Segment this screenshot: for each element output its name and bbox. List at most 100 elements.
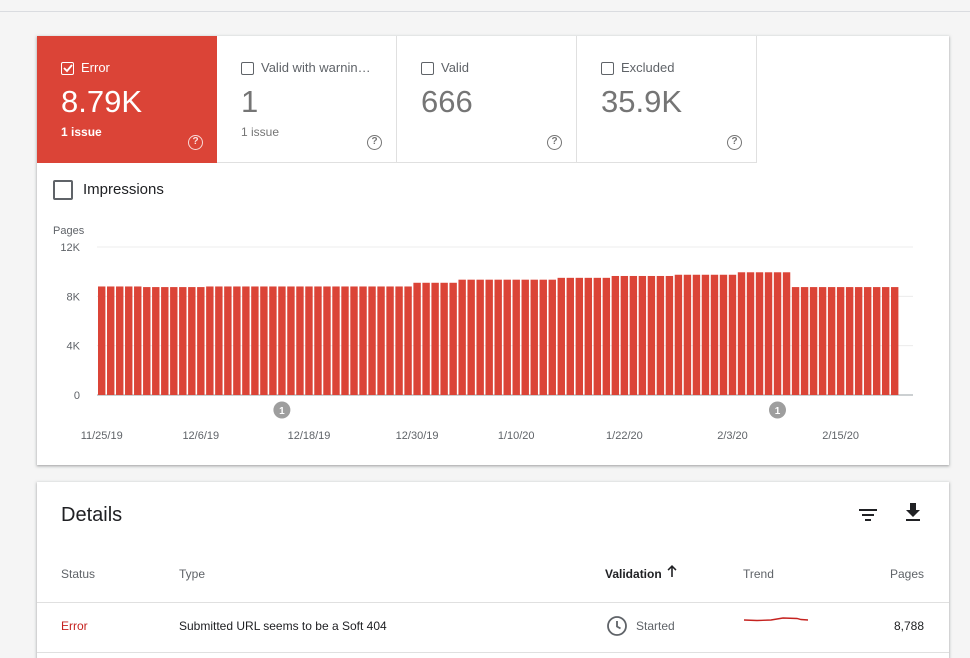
row-status[interactable]: Error <box>61 619 88 633</box>
bar[interactable] <box>188 287 196 395</box>
bar[interactable] <box>773 272 782 395</box>
bar[interactable] <box>674 274 683 395</box>
bar[interactable] <box>764 272 773 395</box>
bar[interactable] <box>377 286 385 395</box>
column-header-validation[interactable]: Validation <box>605 567 662 581</box>
bar[interactable] <box>431 282 439 395</box>
bar[interactable] <box>287 286 295 395</box>
bar[interactable] <box>854 287 863 395</box>
bar[interactable] <box>458 279 466 395</box>
bar[interactable] <box>503 279 511 395</box>
bar[interactable] <box>494 279 502 395</box>
bar[interactable] <box>251 286 259 395</box>
bar[interactable] <box>161 287 169 395</box>
bar[interactable] <box>134 286 142 395</box>
excluded-checkbox[interactable] <box>601 62 614 75</box>
bar[interactable] <box>611 275 620 395</box>
bar[interactable] <box>548 279 556 395</box>
help-icon[interactable]: ? <box>188 135 203 150</box>
bar[interactable] <box>152 287 160 395</box>
filter-icon[interactable] <box>857 504 879 526</box>
bar[interactable] <box>233 286 241 395</box>
bar[interactable] <box>836 287 845 395</box>
bar[interactable] <box>278 286 286 395</box>
bar[interactable] <box>800 287 809 395</box>
tile-error[interactable]: Error 8.79K 1 issue ? <box>37 36 217 163</box>
bar[interactable] <box>755 272 764 395</box>
annotation-marker[interactable]: 1 <box>769 401 786 419</box>
bar[interactable] <box>575 277 584 395</box>
bar[interactable] <box>296 286 304 395</box>
bar[interactable] <box>197 287 205 395</box>
bar[interactable] <box>521 279 529 395</box>
bar[interactable] <box>719 274 728 395</box>
bar[interactable] <box>215 286 223 395</box>
bar[interactable] <box>746 272 755 395</box>
column-header-status[interactable]: Status <box>61 567 96 581</box>
bar[interactable] <box>332 286 340 395</box>
bar[interactable] <box>566 277 574 395</box>
help-icon[interactable]: ? <box>727 135 742 150</box>
impressions-checkbox[interactable] <box>53 180 73 200</box>
bar[interactable] <box>107 286 115 395</box>
error-checkbox[interactable] <box>61 62 74 75</box>
tile-valid-with-warnings[interactable]: Valid with warnin… 1 1 issue ? <box>217 36 397 163</box>
bar[interactable] <box>269 286 277 395</box>
bar[interactable] <box>170 287 178 395</box>
bar[interactable] <box>242 286 250 395</box>
bar[interactable] <box>728 274 737 395</box>
bar[interactable] <box>638 275 647 395</box>
bar[interactable] <box>98 286 106 395</box>
bar[interactable] <box>791 287 800 395</box>
bar[interactable] <box>602 277 611 395</box>
bar[interactable] <box>656 275 665 395</box>
annotation-badge[interactable] <box>769 401 786 419</box>
bar[interactable] <box>314 286 322 395</box>
bar[interactable] <box>206 286 214 395</box>
bar[interactable] <box>665 275 674 395</box>
tile-excluded[interactable]: Excluded 35.9K ? <box>577 36 757 163</box>
bar[interactable] <box>593 277 602 395</box>
bar[interactable] <box>827 287 836 395</box>
bar[interactable] <box>683 274 692 395</box>
bar[interactable] <box>467 279 475 395</box>
bar[interactable] <box>143 287 151 395</box>
bar[interactable] <box>620 275 629 395</box>
bar[interactable] <box>386 286 394 395</box>
bar[interactable] <box>341 286 349 395</box>
bar[interactable] <box>440 282 448 395</box>
bar[interactable] <box>647 275 656 395</box>
bar[interactable] <box>863 287 872 395</box>
bar[interactable] <box>224 286 232 395</box>
bar[interactable] <box>539 279 547 395</box>
bar[interactable] <box>809 287 818 395</box>
bar[interactable] <box>485 279 493 395</box>
bar[interactable] <box>350 286 358 395</box>
bar[interactable] <box>782 272 791 395</box>
bar[interactable] <box>629 275 638 395</box>
download-icon[interactable] <box>903 501 923 523</box>
bar[interactable] <box>710 274 719 395</box>
bar[interactable] <box>818 287 827 395</box>
bar[interactable] <box>692 274 701 395</box>
bar[interactable] <box>413 282 421 395</box>
annotation-badge[interactable] <box>273 401 291 419</box>
valid-with-warnings-checkbox[interactable] <box>241 62 254 75</box>
help-icon[interactable]: ? <box>547 135 562 150</box>
valid-checkbox[interactable] <box>421 62 434 75</box>
bar[interactable] <box>260 286 268 395</box>
sort-ascending-icon[interactable] <box>666 564 678 578</box>
bar[interactable] <box>449 282 457 395</box>
bar[interactable] <box>872 287 881 395</box>
bar[interactable] <box>890 287 899 395</box>
bar[interactable] <box>737 272 746 395</box>
bar[interactable] <box>530 279 538 395</box>
bar[interactable] <box>359 286 367 395</box>
bar[interactable] <box>701 274 710 395</box>
column-header-type[interactable]: Type <box>179 567 206 581</box>
help-icon[interactable]: ? <box>367 135 382 150</box>
bar[interactable] <box>512 279 520 395</box>
annotation-marker[interactable]: 1 <box>273 401 291 419</box>
bar[interactable] <box>557 277 565 395</box>
bar[interactable] <box>476 279 484 395</box>
